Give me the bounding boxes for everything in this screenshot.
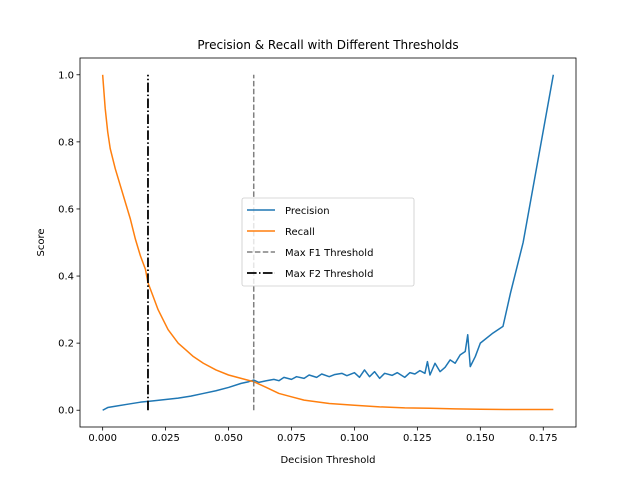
precision-series-line [102, 74, 555, 411]
y-tick-label: 0.0 [58, 406, 74, 417]
x-tick-label: 0.150 [466, 433, 495, 444]
legend-label-max-f2-threshold: Max F2 Threshold [285, 269, 373, 280]
x-axis-label: Decision Threshold [280, 455, 375, 466]
x-tick-label: 0.050 [214, 433, 243, 444]
legend: Precision Recall Max F1 Threshold Max F2 Th… [241, 197, 415, 287]
legend-label-precision: Precision [285, 206, 330, 217]
x-tick-label: 0.125 [403, 433, 432, 444]
x-tick-label: 0.175 [529, 433, 558, 444]
y-tick-label: 0.4 [58, 272, 74, 283]
y-tick-label: 0.8 [58, 137, 74, 148]
legend-label-recall: Recall [285, 227, 315, 238]
y-tick-label: 0.6 [58, 204, 74, 215]
x-tick-label: 0.025 [151, 433, 180, 444]
y-tick-label: 1.0 [58, 70, 74, 81]
legend-box [241, 197, 415, 287]
chart-title: Precision & Recall with Different Thresh… [197, 38, 458, 52]
y-axis-label: Score [36, 228, 47, 256]
legend-label-max-f1-threshold: Max F1 Threshold [285, 248, 373, 259]
recall-series-line [101, 74, 554, 411]
x-tick-label: 0.100 [340, 433, 369, 444]
y-tick-label: 0.2 [58, 339, 74, 350]
x-tick-label: 0.075 [277, 433, 306, 444]
axis-ticks: 0.000 0.025 0.050 0.075 0.100 0.125 0.150 0.175… [58, 70, 557, 444]
plot-frame [79, 57, 577, 428]
x-tick-label: 0.000 [88, 433, 117, 444]
